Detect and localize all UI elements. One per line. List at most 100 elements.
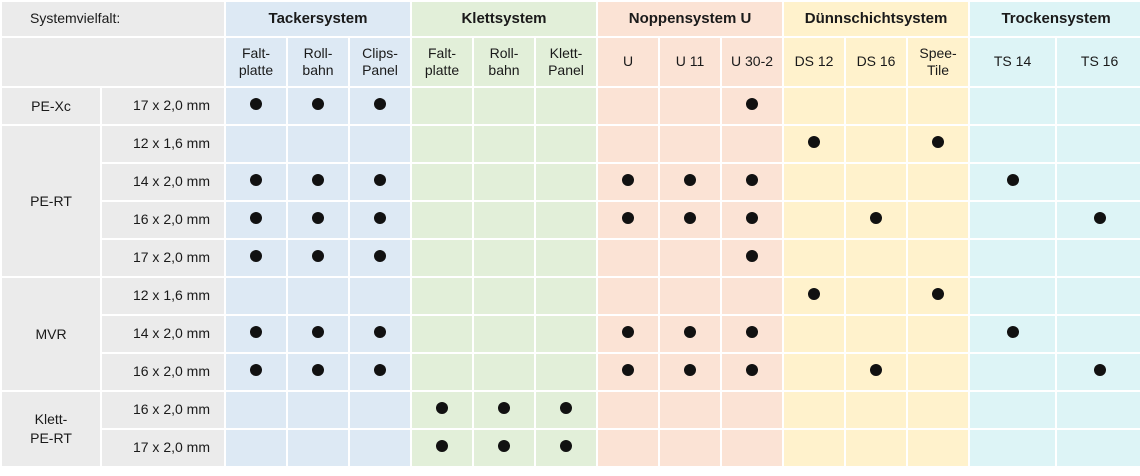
column-header-klett-3: Falt-platte [412,38,472,86]
column-header-duenn-11: Spee- Tile [908,38,969,86]
compatibility-cell [350,354,410,390]
column-header-trocken-12: TS 14 [970,38,1056,86]
compatibility-cell [970,278,1056,314]
column-header-line1: U 11 [675,53,705,70]
compatibility-cell [846,278,907,314]
compatibility-cell [598,316,658,352]
compatibility-cell [784,164,845,200]
pipe-dimension: 17 x 2,0 mm [102,88,224,124]
material-label: Klett- PE-RT [2,392,100,466]
compatibility-cell [1057,392,1140,428]
compatibility-cell [474,354,534,390]
column-header-tacker-2: Clips- Panel [350,38,410,86]
compatibility-cell [784,88,845,124]
compatibility-cell [288,126,348,162]
compatibility-cell [288,88,348,124]
table-row: 17 x 2,0 mm [2,240,1140,276]
compatible-dot-icon [560,402,572,415]
column-header-line1: Spee- [919,44,957,61]
column-header-line1: Klett- [549,44,583,61]
compatibility-cell [536,316,596,352]
compatibility-cell [846,240,907,276]
compatibility-cell [846,164,907,200]
compatible-dot-icon [436,440,448,453]
compatibility-cell [784,240,845,276]
material-label-line1: Klett- [34,411,68,428]
compatible-dot-icon [684,364,696,377]
pipe-dimension: 16 x 2,0 mm [102,354,224,390]
compatible-dot-icon [374,364,386,377]
compatibility-cell [908,240,969,276]
column-header-duenn-9: DS 12 [784,38,845,86]
compatible-dot-icon [684,326,696,339]
material-label: PE-RT [2,126,100,276]
compatibility-cell [226,430,286,466]
compatibility-cell [784,392,845,428]
compatible-dot-icon [250,174,262,187]
pipe-dimension: 12 x 1,6 mm [102,278,224,314]
column-header-line2: Tile [927,62,950,78]
compatible-dot-icon [622,212,634,225]
compatibility-cell [288,202,348,238]
compatible-dot-icon [870,364,883,377]
compatibility-cell [474,88,534,124]
column-header-line2: bahn [302,62,334,78]
compatibility-cell [908,354,969,390]
compatibility-cell [598,88,658,124]
compatible-dot-icon [746,364,759,377]
compatibility-cell [536,278,596,314]
compatibility-cell [722,126,783,162]
compatibility-cell [350,126,410,162]
compatibility-cell [350,316,410,352]
compatible-dot-icon [560,440,572,453]
compatibility-cell [1057,88,1140,124]
compatibility-cell [784,202,845,238]
compatibility-cell [536,392,596,428]
compatibility-cell [226,316,286,352]
compatibility-cell [1057,240,1140,276]
compatibility-cell [288,278,348,314]
compatibility-cell [970,88,1056,124]
compatibility-cell [598,354,658,390]
compatibility-cell [598,278,658,314]
material-label-line1: PE-RT [30,192,72,209]
compatible-dot-icon [1093,364,1106,377]
compatibility-cell [660,392,720,428]
compatible-dot-icon [312,364,324,377]
compatibility-cell [722,278,783,314]
compatibility-cell [350,392,410,428]
compatibility-cell [288,354,348,390]
compatible-dot-icon [374,212,386,225]
column-header-line1: DS 16 [856,53,896,70]
compatibility-cell [226,392,286,428]
compatible-dot-icon [250,364,262,377]
column-header-line1: Roll- [489,44,519,61]
compatible-dot-icon [250,98,262,111]
table-row: 16 x 2,0 mm [2,354,1140,390]
compatibility-cell [474,278,534,314]
group-header-klett: Klettsystem [412,2,596,36]
compatibility-cell [598,164,658,200]
compatibility-cell [474,392,534,428]
compatible-dot-icon [312,326,324,339]
compatibility-cell [722,354,783,390]
compatibility-cell [536,126,596,162]
group-header-duenn: Dünnschichtsystem [784,2,969,36]
compatibility-cell [908,392,969,428]
column-header-line1: U 30-2 [731,53,774,70]
compatibility-cell [784,316,845,352]
table-row: PE-Xc 17 x 2,0 mm [2,88,1140,124]
compatibility-cell [908,278,969,314]
compatibility-cell [226,164,286,200]
compatibility-cell [288,164,348,200]
compatibility-cell [226,88,286,124]
compatibility-cell [350,202,410,238]
compatible-dot-icon [498,402,510,415]
compatibility-cell [226,126,286,162]
compatible-dot-icon [870,212,883,225]
compatibility-cell [722,88,783,124]
compatible-dot-icon [312,250,324,263]
compatibility-cell [970,430,1056,466]
compatible-dot-icon [1093,212,1106,225]
compatibility-cell [1057,316,1140,352]
